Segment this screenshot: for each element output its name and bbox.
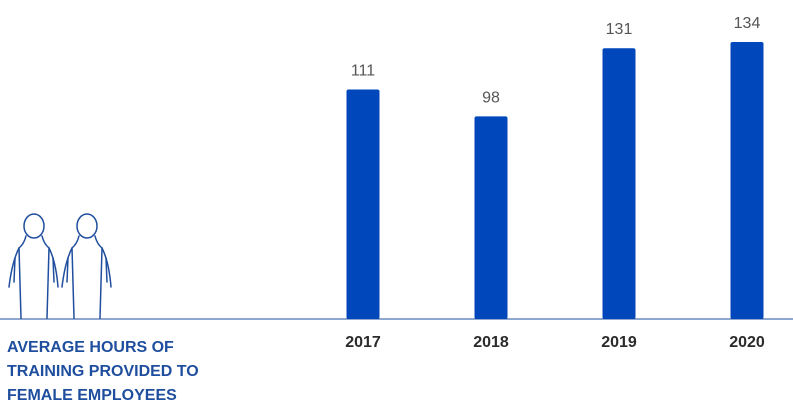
category-label-2017: 2017 [345,334,381,351]
bar-2019 [603,48,636,319]
bar-2020 [731,42,764,319]
caption-line-2: TRAINING PROVIDED TO [7,360,287,384]
category-label-2020: 2020 [729,334,765,351]
value-label-2020: 134 [734,15,761,32]
category-label-2018: 2018 [473,334,509,351]
value-label-2017: 111 [351,63,375,80]
caption-line-3: FEMALE EMPLOYEES [7,384,287,408]
bar-2017 [347,90,380,319]
chart-caption: AVERAGE HOURS OF TRAINING PROVIDED TO FE… [7,336,287,408]
two-women-icon [9,214,111,318]
bar-2018 [475,116,508,319]
value-label-2019: 131 [606,21,633,38]
caption-line-1: AVERAGE HOURS OF [7,336,287,360]
value-label-2018: 98 [482,89,500,106]
category-label-2019: 2019 [601,334,637,351]
